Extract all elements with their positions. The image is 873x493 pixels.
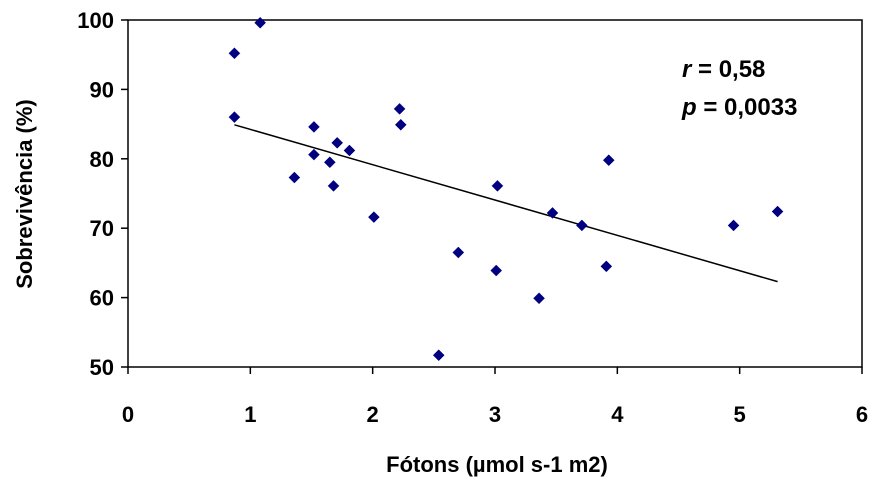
data-point	[308, 148, 320, 161]
data-point	[452, 246, 465, 259]
annotation-r-var: r	[682, 56, 693, 83]
y-axis-title: Sobrevivência (%)	[12, 99, 37, 289]
data-point	[602, 154, 615, 167]
data-point	[491, 180, 504, 192]
x-tick-label: 6	[856, 402, 868, 427]
data-point	[228, 47, 241, 60]
y-tick-label: 80	[90, 147, 114, 172]
data-point	[254, 16, 266, 29]
data-point	[308, 121, 320, 133]
data-point	[323, 156, 336, 169]
data-point	[368, 211, 380, 223]
data-point	[771, 205, 784, 218]
data-point	[432, 349, 445, 362]
annotation-r-text: = 0,58	[691, 56, 765, 83]
y-tick-label: 70	[90, 216, 114, 241]
data-point	[327, 180, 340, 192]
x-tick-label: 4	[611, 402, 624, 427]
data-point	[343, 144, 356, 157]
y-tick-label: 50	[90, 355, 114, 380]
annotation-p: p = 0,0033	[681, 94, 797, 121]
data-point	[288, 171, 301, 184]
data-point	[393, 102, 406, 115]
x-tick-label: 1	[244, 402, 256, 427]
x-tick-label: 0	[122, 402, 134, 427]
trend-layer	[234, 124, 778, 283]
x-tick-label: 5	[734, 402, 746, 427]
y-tick-label: 100	[77, 8, 114, 33]
data-point	[600, 260, 613, 273]
y-tick-label: 60	[90, 286, 114, 311]
trendline	[234, 124, 778, 283]
data-point	[727, 219, 740, 232]
point-layer	[228, 16, 784, 362]
y-tick-label: 90	[90, 77, 114, 102]
annotation-p-var: p	[681, 94, 697, 121]
data-point	[331, 136, 344, 149]
data-point	[490, 264, 503, 277]
annotation-r: r = 0,58	[682, 56, 765, 83]
annotation-p-text: = 0,0033	[697, 94, 798, 121]
x-tick-label: 3	[489, 402, 501, 427]
x-axis-title: Fótons (µmol s-1 m2)	[386, 452, 608, 477]
tick-layer: 0 1 2 3 4 5 6 50 60 70 80 90 100	[77, 8, 868, 427]
data-point	[394, 118, 407, 131]
x-tick-label: 2	[367, 402, 379, 427]
data-point	[546, 207, 559, 219]
data-point	[533, 292, 545, 305]
data-point	[576, 219, 588, 232]
data-point	[228, 111, 241, 124]
